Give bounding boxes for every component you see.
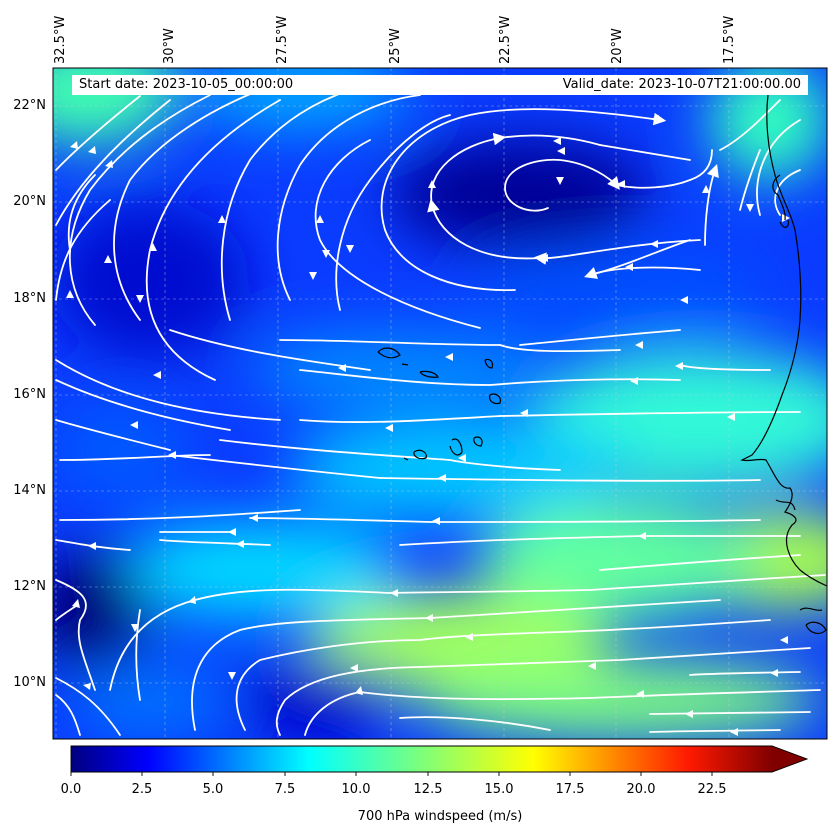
lat-label-20n: 20°N [13, 194, 46, 209]
lon-label-30w: 30°W [162, 28, 177, 64]
map-frame [52, 67, 828, 740]
lat-label-16n: 16°N [13, 387, 46, 402]
windspeed-field [53, 68, 827, 739]
lon-label-17-5w: 17.5°W [722, 15, 737, 64]
colorbar [70, 745, 809, 776]
streamlines [55, 89, 826, 736]
valid-date-text: Valid_date: 2023-10-07T21:00:00.00 [562, 77, 801, 92]
lat-label-12n: 12°N [13, 579, 46, 594]
lat-label-22n: 22°N [13, 98, 46, 113]
start-date-text: Start date: 2023-10-05_00:00:00 [79, 77, 294, 92]
lat-label-14n: 14°N [13, 483, 46, 498]
colorbar-tick-label: 10.0 [341, 782, 371, 797]
colorbar-tick-label: 12.5 [413, 782, 443, 797]
colorbar-tick-label: 5.0 [202, 782, 224, 797]
streamline-arrows [66, 115, 790, 736]
colorbar-tick-label: 2.5 [131, 782, 153, 797]
gridlines [53, 68, 827, 739]
lat-label-10n: 10°N [13, 675, 46, 690]
coastlines [377, 94, 827, 635]
colorbar-tick-label: 22.5 [697, 782, 727, 797]
colorbar-tick-label: 15.0 [484, 782, 514, 797]
lon-label-25w: 25°W [388, 28, 403, 64]
colorbar-label: 700 hPa windspeed (m/s) [357, 809, 523, 824]
cape-verde-santiago [449, 438, 463, 456]
colorbar-tick-label: 0.0 [60, 782, 82, 797]
date-info-box: Start date: 2023-10-05_00:00:00 Valid_da… [72, 75, 808, 95]
lon-label-22-5w: 22.5°W [498, 15, 513, 64]
africa-coast [740, 94, 827, 587]
colorbar-tick-label: 7.5 [274, 782, 296, 797]
colorbar-tick-label: 17.5 [555, 782, 585, 797]
cape-verde-santo-antao [377, 347, 401, 359]
colorbar-tick-label: 20.0 [626, 782, 656, 797]
lon-label-27-5w: 27.5°W [275, 15, 290, 64]
lon-label-20w: 20°W [610, 28, 625, 64]
lon-label-32-5w: 32.5°W [53, 15, 68, 64]
lat-label-18n: 18°N [13, 291, 46, 306]
